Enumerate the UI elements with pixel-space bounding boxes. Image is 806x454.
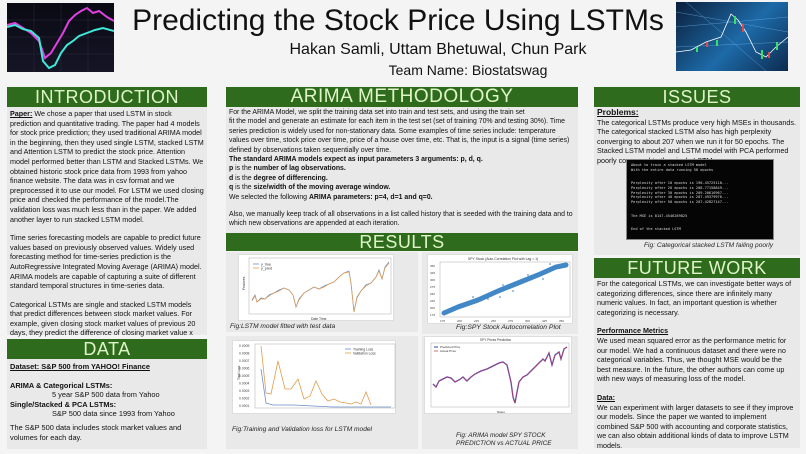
future-work-panel: FUTURE WORK For the categorical LSTMs, w… — [594, 258, 800, 450]
arima-para-1a: For the ARIMA Model, we split the traini… — [229, 109, 525, 116]
svg-text:Date Time: Date Time — [311, 317, 327, 321]
svg-text:SPY Prices Prediction: SPY Prices Prediction — [480, 338, 511, 342]
svg-text:275: 275 — [508, 319, 513, 323]
arima-history-paragraph: Also, we manually keep track of all obse… — [229, 211, 573, 228]
future-data-label: Data: — [597, 392, 615, 402]
data-heading: DATA — [7, 339, 207, 359]
autocorrelation-caption: Fig:SPY Stock Autocorrelation Plot — [456, 324, 561, 331]
performance-metrics-text: We used mean squared error as the perfor… — [597, 335, 787, 384]
svg-text:Actual Price: Actual Price — [440, 349, 456, 353]
data-panel: DATA Dataset: S&P 500 from YAHOO! Financ… — [7, 339, 207, 449]
arima-selected-line: We selected the following ARIMA paramete… — [229, 193, 433, 201]
svg-text:0.0003: 0.0003 — [239, 389, 249, 393]
future-para-1: For the categorical LSTMs, we can invest… — [597, 279, 792, 317]
svg-text:325: 325 — [430, 271, 435, 275]
svg-text:0.0005: 0.0005 — [239, 374, 249, 378]
stock-market-graph-image — [676, 2, 788, 71]
svg-text:200: 200 — [457, 319, 462, 323]
loss-figure-panel: 0.0009 0.0008 0.0007 0.0006 0.0005 0.000… — [226, 336, 418, 449]
svg-text:y_pred: y_pred — [261, 267, 272, 271]
arima-standard-line: The standard ARIMA models expect as inpu… — [229, 156, 483, 164]
issues-panel: ISSUES Problems: The categorical LSTMs p… — [594, 87, 800, 255]
svg-text:0.0001: 0.0001 — [239, 404, 249, 408]
problems-label: Problems: — [597, 107, 639, 117]
issues-caption: Fig: Categorical stacked LSTM failing po… — [644, 242, 773, 249]
svg-text:0.0009: 0.0009 — [239, 344, 249, 348]
svg-text:Predicted Price: Predicted Price — [440, 345, 461, 349]
paper-text: We chose a paper that used LSTM in stock… — [10, 109, 204, 224]
svg-text:0.0008: 0.0008 — [239, 352, 249, 356]
arima-panel: ARIMA METHODOLOGY For the ARIMA Model, w… — [226, 87, 578, 233]
arima-data-value: 5 year S&P 500 data from Yahoo — [52, 390, 160, 400]
svg-text:Total Loss: Total Loss — [237, 365, 241, 380]
introduction-paper-paragraph: Paper: We chose a paper that used LSTM i… — [7, 107, 207, 224]
poster-authors: Hakan Samli, Uttam Bhetuwal, Chun Park — [289, 41, 587, 58]
performance-metrics-label: Performance Metrics — [597, 326, 669, 336]
autocorrelation-figure-panel: SPY Stock (Auto-Correlation Plot with La… — [422, 252, 578, 334]
svg-text:175: 175 — [430, 313, 435, 317]
lstm-fit-figure-panel: y_true y_pred Features Date Time Fig:LST… — [226, 252, 418, 332]
svg-text:0.0004: 0.0004 — [239, 382, 249, 386]
svg-text:y_true: y_true — [261, 263, 271, 267]
arima-para-1b: fit the model and generate an estimate f… — [229, 118, 570, 154]
svg-text:0.0006: 0.0006 — [239, 367, 249, 371]
team-name: Team Name: Biostatswag — [388, 62, 548, 78]
lstm-fit-caption: Fig:LSTM model fitted with test data — [230, 323, 336, 330]
svg-text:350: 350 — [430, 264, 435, 268]
arima-prediction-figure-panel: SPY Prices Prediction Predicted Price Ac… — [422, 336, 578, 449]
svg-text:300: 300 — [525, 319, 530, 323]
svg-text:225: 225 — [430, 299, 435, 303]
svg-text:SPY Stock (Auto-Correlation Pl: SPY Stock (Auto-Correlation Plot with La… — [468, 257, 538, 261]
svg-text:300: 300 — [430, 278, 435, 282]
introduction-panel: INTRODUCTION Paper: We chose a paper tha… — [7, 87, 207, 376]
poster-title: Predicting the Stock Price Using LSTMs — [132, 4, 664, 37]
svg-text:250: 250 — [430, 292, 435, 296]
future-data-text: We can experiment with larger datasets t… — [597, 402, 794, 450]
svg-text:325: 325 — [542, 319, 547, 323]
terminal-output: About to train a stacked LSTM model With… — [626, 159, 774, 240]
svg-text:Training Loss: Training Loss — [353, 348, 374, 352]
svg-text:0.0002: 0.0002 — [239, 397, 249, 401]
svg-text:175: 175 — [440, 319, 445, 323]
single-data-label: Single/Stacked & PCA LSTMs: — [10, 399, 117, 409]
results-heading: RESULTS — [226, 233, 578, 251]
paper-label: Paper: — [10, 109, 33, 118]
data-note: The S&P 500 data includes stock market v… — [10, 422, 182, 442]
svg-text:350: 350 — [559, 319, 564, 323]
arima-p-line: p is the number of lag observations. — [229, 165, 346, 173]
introduction-heading: INTRODUCTION — [7, 87, 207, 107]
loss-chart: 0.0009 0.0008 0.0007 0.0006 0.0005 0.000… — [232, 340, 396, 414]
arima-heading: ARIMA METHODOLOGY — [226, 87, 578, 107]
introduction-arima-paragraph: Time series forecasting models are capab… — [10, 233, 202, 291]
svg-text:0.0007: 0.0007 — [239, 359, 249, 363]
arima-d-line: d is the degree of differencing. — [229, 174, 328, 182]
loss-caption: Fig:Training and Validation loss for LST… — [232, 426, 372, 433]
stock-candlestick-image — [7, 3, 114, 72]
issues-heading: ISSUES — [594, 87, 800, 107]
autocorrelation-chart: SPY Stock (Auto-Correlation Plot with La… — [427, 254, 573, 324]
svg-text:250: 250 — [491, 319, 496, 323]
svg-text:Validation Loss: Validation Loss — [353, 352, 376, 356]
svg-text:200: 200 — [430, 306, 435, 310]
single-data-value: S&P 500 data since 1993 from Yahoo — [52, 409, 175, 419]
lstm-fit-chart: y_true y_pred Features Date Time — [238, 254, 394, 321]
arima-data-label: ARIMA & Categorical LSTMs: — [10, 380, 113, 390]
arima-prediction-caption: Fig: ARIMA model SPY STOCK PREDICTION vs… — [456, 432, 552, 447]
svg-text:225: 225 — [474, 319, 479, 323]
arima-q-line: q is the size/width of the moving averag… — [229, 184, 391, 192]
svg-text:Dates: Dates — [497, 410, 505, 414]
arima-prediction-chart: SPY Prices Prediction Predicted Price Ac… — [424, 336, 572, 414]
future-work-heading: FUTURE WORK — [594, 258, 800, 278]
svg-text:275: 275 — [430, 285, 435, 289]
dataset-label: Dataset: S&P 500 from YAHOO! Finance — [10, 362, 150, 371]
svg-text:Features: Features — [242, 276, 246, 290]
